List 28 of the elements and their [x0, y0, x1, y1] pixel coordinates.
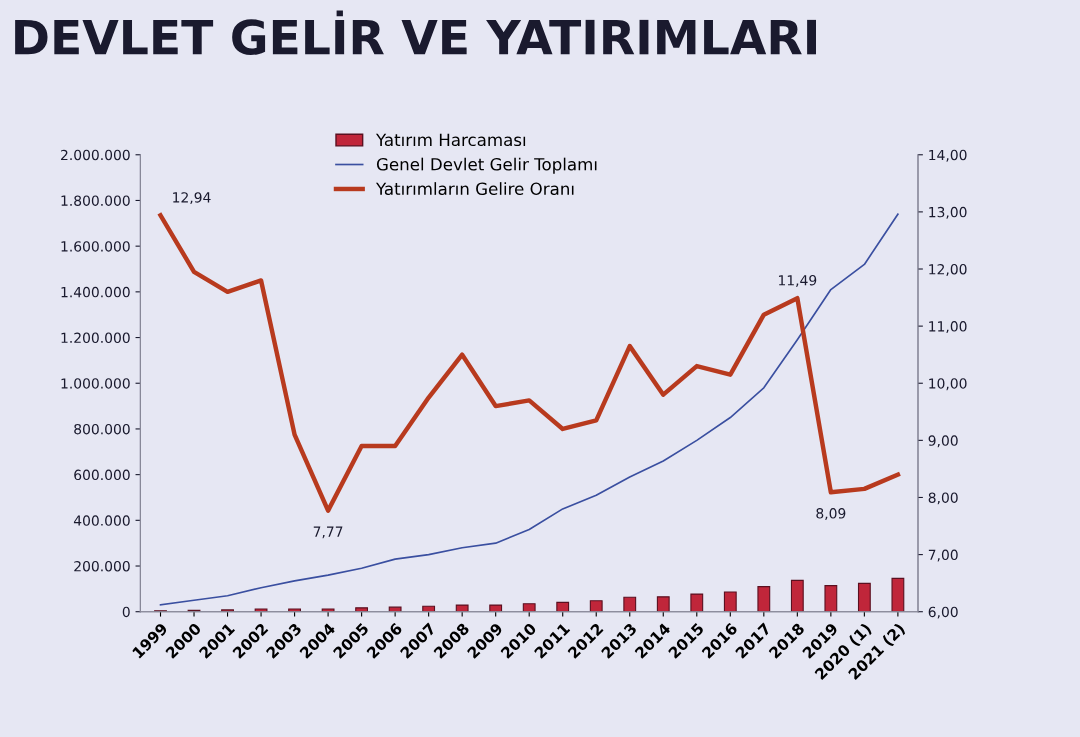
data-label: 7,77	[313, 526, 343, 539]
y2-tick-label: 12,00	[929, 263, 967, 276]
y2-tick-label: 9,00	[928, 435, 958, 448]
data-label: 11,49	[778, 274, 817, 287]
y2-tick-label: 7,00	[928, 549, 958, 562]
y-tick-label: 1.600.000	[61, 241, 130, 252]
legend-label: Genel Devlet Gelir Toplamı	[376, 157, 597, 174]
y2-tick-label: 10,00	[929, 378, 967, 391]
y-tick-label: 1.800.000	[61, 195, 130, 206]
y-tick-label: 800.000	[74, 423, 130, 435]
y-tick-label: 400.000	[73, 515, 130, 526]
y-tick-label: 2.000.000	[61, 149, 130, 161]
legend-label: Yatırımların Gelire Oranı	[375, 182, 574, 196]
y2-tick-label: 8,00	[928, 492, 958, 505]
data-label: 8,09	[816, 508, 846, 520]
chart-title: DEVLET GELİR VE YATIRIMLARI	[15, 10, 816, 55]
y2-tick-label: 6,00	[928, 606, 958, 619]
y-tick-label: 1.200.000	[61, 332, 130, 344]
y-tick-label: 1.000.000	[61, 378, 130, 389]
data-label: 12,94	[173, 192, 211, 205]
legend-label: Yatırım Harcaması	[375, 133, 526, 147]
y-tick-label: 600.000	[74, 469, 130, 481]
y2-tick-label: 13,00	[929, 206, 967, 219]
y-tick-label: 0	[122, 606, 130, 618]
y2-tick-label: 14,00	[929, 149, 967, 162]
y-tick-label: 200.000	[74, 560, 130, 572]
y-tick-label: 1.400.000	[61, 286, 130, 298]
y2-tick-label: 11,00	[929, 321, 967, 334]
